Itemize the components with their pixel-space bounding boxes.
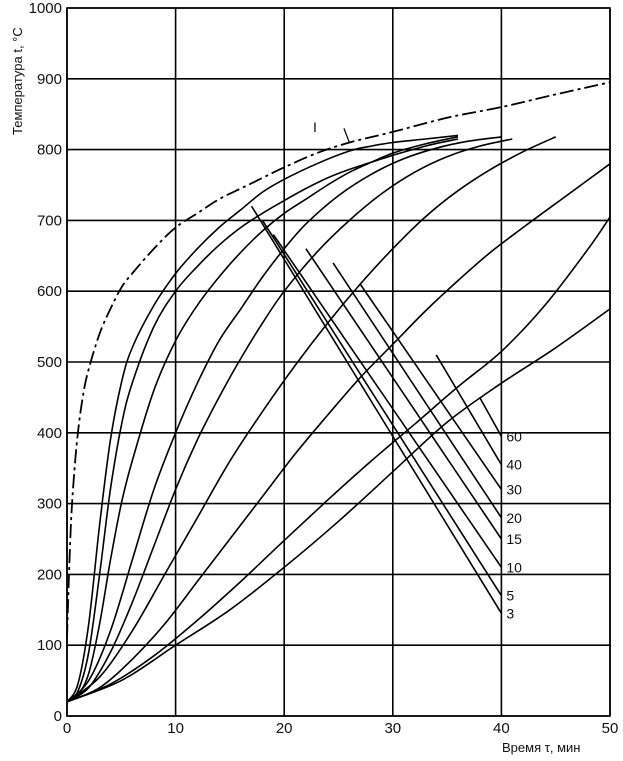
y-tick-label: 200 bbox=[37, 566, 62, 583]
time-line-60 bbox=[478, 397, 503, 437]
time-line-label: 5 bbox=[506, 588, 514, 604]
limit-curve-leader bbox=[343, 128, 350, 143]
time-line-label: 20 bbox=[506, 510, 522, 526]
time-line-label: 60 bbox=[506, 428, 522, 444]
y-tick-label: 600 bbox=[37, 283, 62, 300]
time-line-label: 3 bbox=[506, 605, 514, 621]
x-axis-label: Время τ, мин bbox=[502, 740, 580, 755]
time-line-20 bbox=[332, 262, 503, 519]
heating-curve-9 bbox=[66, 308, 611, 703]
time-line-label: 30 bbox=[506, 481, 522, 497]
time-line-3 bbox=[250, 205, 503, 614]
heating-curve-1 bbox=[66, 134, 459, 703]
x-ticks: 0 10 20 30 40 50 bbox=[63, 720, 619, 737]
heating-curve-4 bbox=[66, 136, 502, 703]
time-lines: 35 10 15 20 30 40 60 bbox=[250, 205, 522, 621]
limit-curve: I bbox=[66, 81, 611, 639]
heating-curve-5 bbox=[66, 138, 513, 703]
y-axis-label: Температура t, °C bbox=[10, 27, 25, 135]
x-tick-label: 50 bbox=[602, 720, 619, 737]
time-line-30 bbox=[359, 283, 503, 490]
y-tick-label: 800 bbox=[37, 142, 62, 159]
heating-curve-8 bbox=[66, 216, 611, 703]
y-tick-label: 400 bbox=[37, 425, 62, 442]
time-line-label: 40 bbox=[506, 457, 522, 473]
time-line-5 bbox=[261, 219, 503, 597]
x-tick-label: 30 bbox=[384, 720, 401, 737]
heating-curve-7 bbox=[66, 163, 611, 703]
limit-curve-label: I bbox=[313, 119, 317, 135]
heating-curve-6 bbox=[66, 136, 557, 703]
time-line-label: 15 bbox=[506, 531, 522, 547]
y-ticks: 0 100 200 300 400 500 600 700 800 900 1000 bbox=[29, 0, 62, 725]
x-tick-label: 10 bbox=[167, 720, 184, 737]
y-tick-label: 900 bbox=[37, 71, 62, 88]
y-tick-label: 700 bbox=[37, 212, 62, 229]
y-tick-label: 100 bbox=[37, 637, 62, 654]
heating-curves bbox=[66, 134, 611, 703]
x-tick-label: 20 bbox=[276, 720, 293, 737]
x-tick-label: 40 bbox=[493, 720, 510, 737]
y-tick-label: 0 bbox=[54, 708, 62, 725]
grid bbox=[66, 7, 611, 717]
time-line-15 bbox=[305, 248, 503, 540]
y-tick-label: 500 bbox=[37, 354, 62, 371]
time-line-label: 10 bbox=[506, 559, 522, 575]
x-tick-label: 0 bbox=[63, 720, 71, 737]
y-tick-label: 300 bbox=[37, 496, 62, 513]
time-line-40 bbox=[435, 354, 503, 466]
heating-curve-2 bbox=[66, 138, 459, 703]
y-tick-label: 1000 bbox=[29, 0, 62, 17]
limit-curve-line bbox=[66, 81, 611, 639]
heating-curve-3 bbox=[66, 136, 459, 703]
time-line-10 bbox=[272, 234, 503, 568]
